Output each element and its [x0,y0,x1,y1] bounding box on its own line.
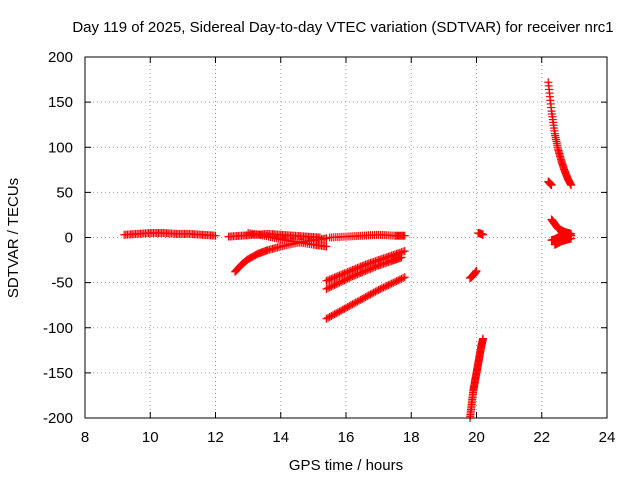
series-arc-6 [322,247,409,285]
x-tick-label: 8 [81,429,89,446]
y-tick-label: -150 [43,365,73,382]
data-point [479,334,488,343]
x-axis-label: GPS time / hours [289,457,403,474]
x-tick-label: 18 [403,429,420,446]
series-arc-9 [465,266,481,283]
y-tick-label: -50 [51,275,73,292]
x-tick-label: 14 [272,429,289,446]
data-series [120,78,576,422]
data-point [399,273,408,282]
series-arc-8 [322,273,409,323]
y-tick-label: 150 [48,94,73,111]
x-tick-label: 20 [468,429,485,446]
data-point [400,247,409,256]
y-tick-label: 200 [48,49,73,66]
series-arc-4 [244,228,331,251]
y-tick-label: 100 [48,139,73,156]
y-tick-label: -200 [43,410,73,427]
series-arc-7 [322,253,406,293]
chart-title: Day 119 of 2025, Sidereal Day-to-day VTE… [72,19,613,36]
series-arc-3 [231,234,331,276]
data-point [400,231,409,240]
series-arc-16 [550,234,576,249]
axis-ticks [84,56,608,419]
y-axis-label: SDTVAR / TECUs [5,178,22,298]
series-arc-12 [544,177,556,190]
data-point [472,266,481,275]
x-tick-label: 12 [207,429,224,446]
x-tick-label: 16 [338,429,355,446]
series-arc-1 [120,228,220,240]
x-tick-label: 10 [142,429,159,446]
y-tick-label: -100 [43,320,73,337]
data-point [479,230,488,239]
y-tick-label: 0 [65,230,73,247]
y-tick-labels: -200 -150 -100 -50 0 50 100 150 200 [43,49,73,427]
data-point [567,234,576,243]
series-arc-10 [474,228,488,239]
data-point [567,181,576,190]
x-tick-label: 24 [599,429,616,446]
data-point [211,231,220,240]
data-point [547,181,556,190]
data-point [397,253,406,262]
x-tick-labels: 8 10 12 14 16 18 20 22 24 [81,429,616,446]
data-point [322,242,331,251]
series-arc-13 [544,78,576,190]
y-tick-label: 50 [56,184,73,201]
x-tick-label: 22 [533,429,550,446]
series-arc-11 [465,334,488,422]
series-arc-5 [325,230,409,242]
data-point [400,273,409,282]
